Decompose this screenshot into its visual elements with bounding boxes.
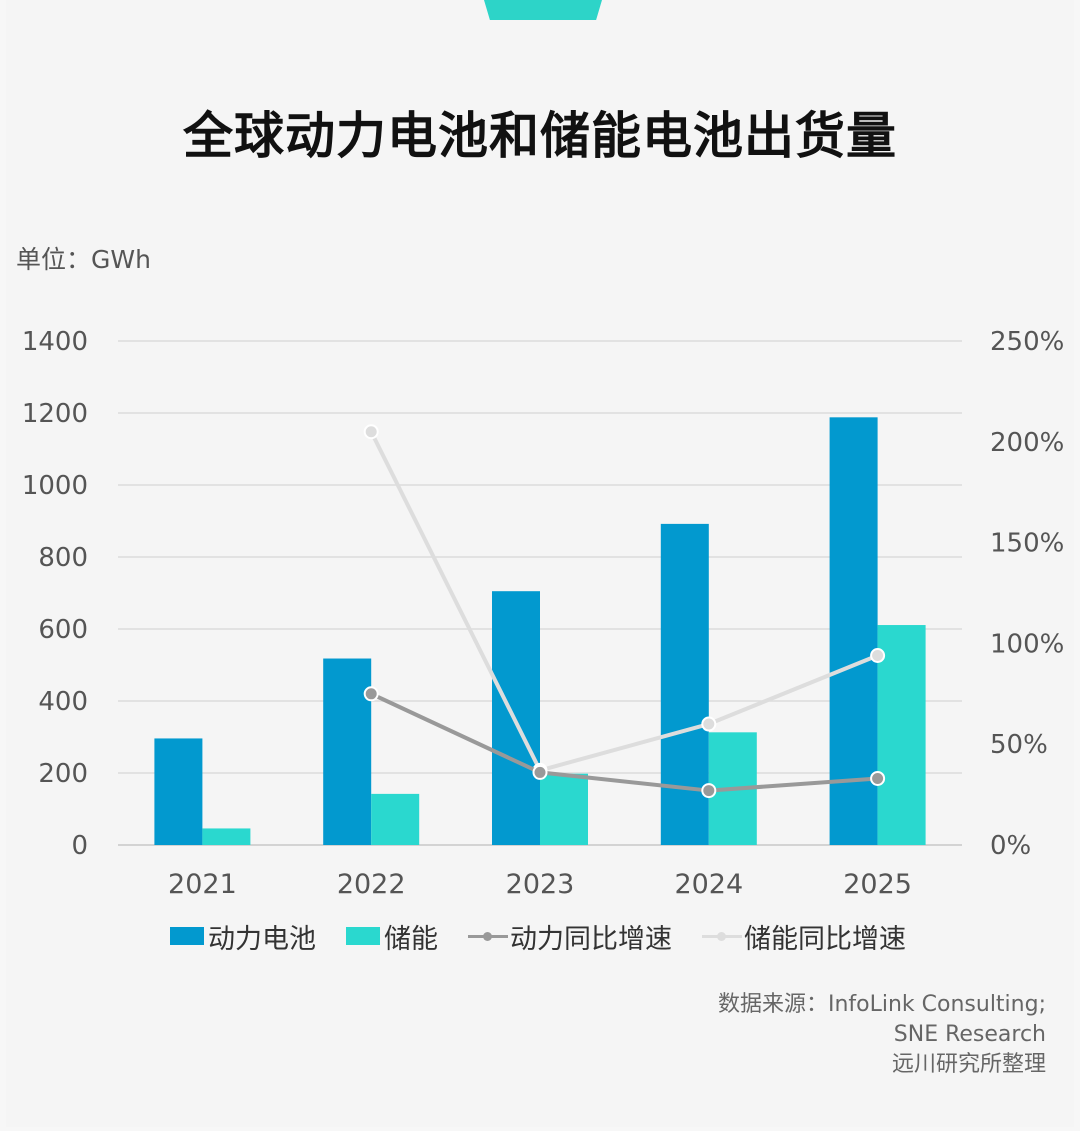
- y-right-tick-label: 100%: [990, 629, 1064, 659]
- source-note: 数据来源：InfoLink Consulting; SNE Research 远…: [718, 990, 1046, 1080]
- bar-power: [154, 738, 203, 845]
- y-right-tick-label: 0%: [990, 831, 1031, 861]
- legend-item-storage-growth: 储能同比增速: [702, 917, 906, 956]
- line-storage-growth: [369, 430, 879, 773]
- legend-label-power-growth: 动力同比增速: [510, 923, 672, 955]
- bar-storage: [371, 793, 420, 845]
- legend-line-storage-growth: [702, 927, 742, 945]
- legend-swatch-power: [170, 927, 204, 945]
- line-power-growth-point: [363, 686, 379, 702]
- legend-label-storage: 储能: [384, 923, 438, 955]
- y-left-tick-label: 0: [71, 831, 88, 861]
- line-storage-growth-point: [701, 716, 717, 732]
- y-left-tick-label: 400: [38, 687, 88, 717]
- chart-title: 全球动力电池和储能电池出货量: [183, 107, 897, 165]
- bar-power: [660, 523, 709, 845]
- line-storage-growth-point: [363, 424, 379, 440]
- line-power-growth-point: [532, 764, 548, 780]
- line-storage-growth-point: [870, 647, 886, 663]
- x-tick-label: 2025: [843, 869, 912, 900]
- y-right-ticks: 0% 50% 100% 150% 200% 250%: [990, 327, 1064, 861]
- line-power-growth-point: [701, 783, 717, 799]
- legend-label-storage-growth: 储能同比增速: [744, 923, 906, 955]
- y-left-tick-label: 800: [38, 543, 88, 573]
- x-tick-label: 2023: [506, 869, 575, 900]
- y-right-tick-label: 200%: [990, 428, 1064, 458]
- top-accent-tab: [484, 0, 602, 20]
- y-left-tick-label: 600: [38, 615, 88, 645]
- x-tick-label: 2022: [337, 869, 406, 900]
- bar-power: [323, 658, 372, 845]
- legend-item-power: 动力电池: [170, 917, 316, 956]
- y-left-tick-label: 200: [38, 759, 88, 789]
- line-power-growth-point: [870, 770, 886, 786]
- legend-label-power: 动力电池: [208, 923, 316, 955]
- source-line-2: SNE Research: [893, 1022, 1046, 1047]
- source-line-1: 数据来源：InfoLink Consulting;: [717, 992, 1046, 1017]
- legend-item-storage: 储能: [346, 917, 438, 956]
- x-tick-label: 2024: [674, 869, 743, 900]
- x-tick-labels: 2021 2022 2023 2024 2025: [168, 869, 912, 900]
- line-power-growth: [370, 691, 878, 793]
- legend-line-power-growth: [468, 927, 508, 945]
- bars: [154, 417, 926, 845]
- y-right-tick-label: 50%: [990, 730, 1048, 760]
- bar-storage: [540, 773, 588, 845]
- y-left-tick-label: 1000: [22, 471, 88, 501]
- y-left-tick-label: 1200: [22, 399, 88, 429]
- y-right-tick-label: 150%: [990, 529, 1064, 559]
- y-left-ticks: 0 200 400 600 800 1000 1200 1400: [22, 327, 88, 861]
- y-left-tick-label: 1400: [22, 327, 88, 357]
- growth-lines: [363, 424, 886, 799]
- legend-swatch-storage: [346, 927, 380, 945]
- source-line-3: 远川研究所整理: [891, 1052, 1046, 1077]
- bar-power: [829, 417, 878, 845]
- bar-storage: [877, 625, 926, 845]
- x-tick-label: 2021: [168, 869, 237, 900]
- legend: 动力电池 储能 动力同比增速 储能同比增速: [170, 914, 936, 958]
- y-right-tick-label: 250%: [990, 327, 1064, 357]
- bar-storage: [202, 828, 251, 845]
- unit-label: 单位：GWh: [16, 245, 151, 274]
- legend-item-power-growth: 动力同比增速: [468, 917, 672, 956]
